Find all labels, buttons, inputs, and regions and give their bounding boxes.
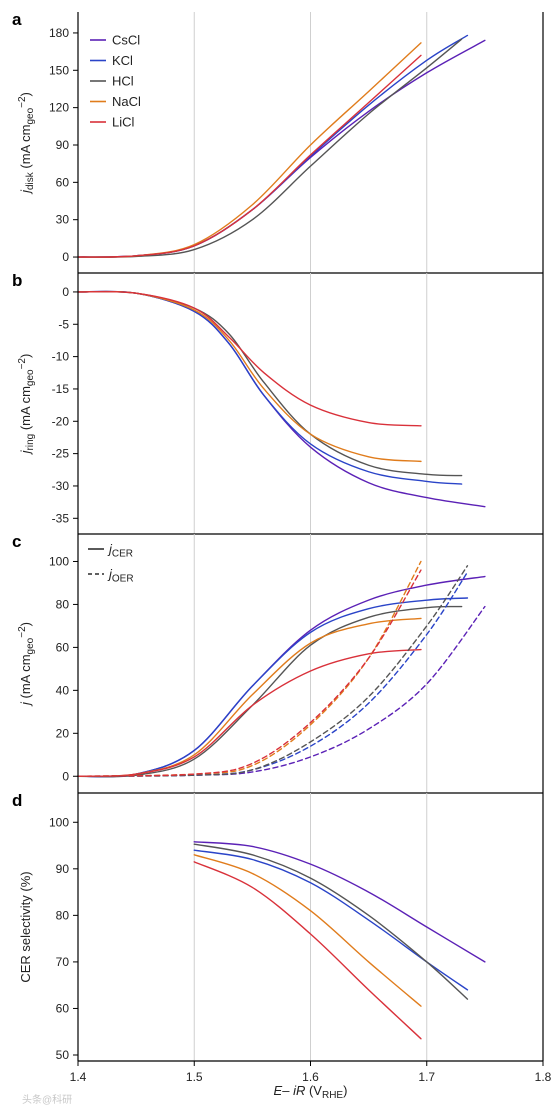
panel-d: 50 60 70 80 90 100 CER selectivity (%) d: [12, 791, 544, 1062]
y-tick-label: 90: [56, 862, 70, 876]
series-line-licl-oer: [77, 569, 422, 777]
panel-c: 0 20 40 60 80 100 j (mA cmgeo−2) c jCER jOER: [12, 532, 544, 794]
y-tick-label: -35: [52, 511, 70, 525]
y-tick-label: 0: [62, 250, 69, 264]
legend: jCER jOER: [88, 542, 134, 585]
y-tick-label: -5: [58, 317, 69, 331]
series-line-kcl-oer: [77, 571, 469, 777]
x-tick-label: 1.4: [70, 1070, 87, 1084]
legend-label-nacl: NaCl: [112, 94, 141, 109]
series-group: [77, 290, 486, 508]
y-tick-label: 50: [56, 1048, 70, 1062]
series-line-cscl: [77, 39, 486, 258]
y-tick-label: 70: [56, 955, 70, 969]
y-tick-label: 60: [56, 1001, 70, 1015]
panel-letter: a: [12, 10, 22, 29]
panel-letter: c: [12, 532, 21, 551]
x-tick-label: 1.7: [418, 1070, 435, 1084]
y-tick-label: 180: [49, 26, 69, 40]
y-tick-label: 100: [49, 815, 69, 829]
legend-label-hcl: HCl: [112, 74, 134, 89]
y-tick-label: -20: [52, 414, 70, 428]
y-tick-label: -10: [52, 350, 70, 364]
legend-label-cscl: CsCl: [112, 33, 140, 48]
panel-a: 0 30 60 90 120 150 180 jdisk (mA cmgeo−2) a CsCl K…: [12, 10, 544, 274]
y-tick-label: 30: [56, 213, 70, 227]
y-tick-label: 120: [49, 101, 69, 115]
legend: CsCl KCl HCl NaCl LiCl: [90, 33, 141, 130]
legend-label-oer: jOER: [107, 567, 134, 585]
y-tick-label: 100: [49, 554, 69, 568]
panel-b: 0 -5 -10 -15 -20 -25 -30 -35 jring (mA cmgeo−2) b: [12, 271, 544, 535]
legend-label-licl: LiCl: [112, 115, 135, 130]
series-line-licl: [193, 861, 422, 1040]
y-tick-label: 0: [62, 285, 69, 299]
y-tick-label: 20: [56, 726, 70, 740]
panel-letter: b: [12, 271, 22, 290]
series-line-cscl: [193, 841, 486, 963]
y-tick-label: 90: [56, 138, 70, 152]
series-line-nacl: [193, 854, 422, 1007]
panels: 0 30 60 90 120 150 180 jdisk (mA cmgeo−2) a CsCl K…: [12, 10, 544, 1062]
x-axis: 1.4 1.5 1.6 1.7 1.8 E– iR (VRHE): [70, 1061, 552, 1101]
y-tick-label: 40: [56, 683, 70, 697]
series-line-hcl: [77, 38, 463, 258]
series-line-hcl-oer: [77, 565, 469, 777]
watermark: 头条@科研: [22, 1093, 72, 1106]
y-axis-label: jring (mA cmgeo−2): [17, 354, 36, 456]
series-line-hcl: [77, 290, 463, 477]
y-tick-label: 80: [56, 908, 70, 922]
series-line-kcl: [77, 290, 463, 485]
y-axis-label: jdisk (mA cmgeo−2): [17, 92, 36, 195]
y-tick-label: -15: [52, 382, 70, 396]
x-tick-label: 1.8: [535, 1070, 552, 1084]
y-tick-label: -25: [52, 447, 70, 461]
series-line-kcl-cer: [77, 597, 469, 778]
y-tick-label: -30: [52, 479, 70, 493]
y-tick-label: 60: [56, 175, 70, 189]
y-axis-label: CER selectivity (%): [18, 871, 33, 982]
series-line-cscl-oer: [77, 605, 486, 777]
series-line-licl: [77, 290, 422, 427]
x-tick-label: 1.5: [186, 1070, 203, 1084]
series-group: [193, 841, 486, 1040]
series-group: [77, 34, 486, 258]
series-line-hcl: [193, 843, 469, 1000]
x-tick-label: 1.6: [302, 1070, 319, 1084]
series-line-nacl: [77, 290, 422, 463]
y-tick-label: 150: [49, 63, 69, 77]
legend-label-kcl: KCl: [112, 53, 133, 68]
series-group: [77, 560, 486, 778]
series-line-kcl: [77, 34, 469, 258]
series-line-licl: [77, 54, 422, 258]
series-line-nacl-oer: [77, 560, 422, 777]
series-line-hcl-cer: [77, 605, 463, 778]
y-tick-label: 0: [62, 769, 69, 783]
panel-letter: d: [12, 791, 22, 810]
legend-label-cer: jCER: [107, 542, 133, 560]
y-axis-label: j (mA cmgeo−2): [17, 622, 36, 707]
x-axis-label: E– iR (VRHE): [274, 1083, 348, 1101]
series-line-nacl-cer: [77, 617, 422, 778]
series-line-licl-cer: [77, 648, 422, 777]
y-tick-label: 60: [56, 640, 70, 654]
y-tick-label: 80: [56, 597, 70, 611]
